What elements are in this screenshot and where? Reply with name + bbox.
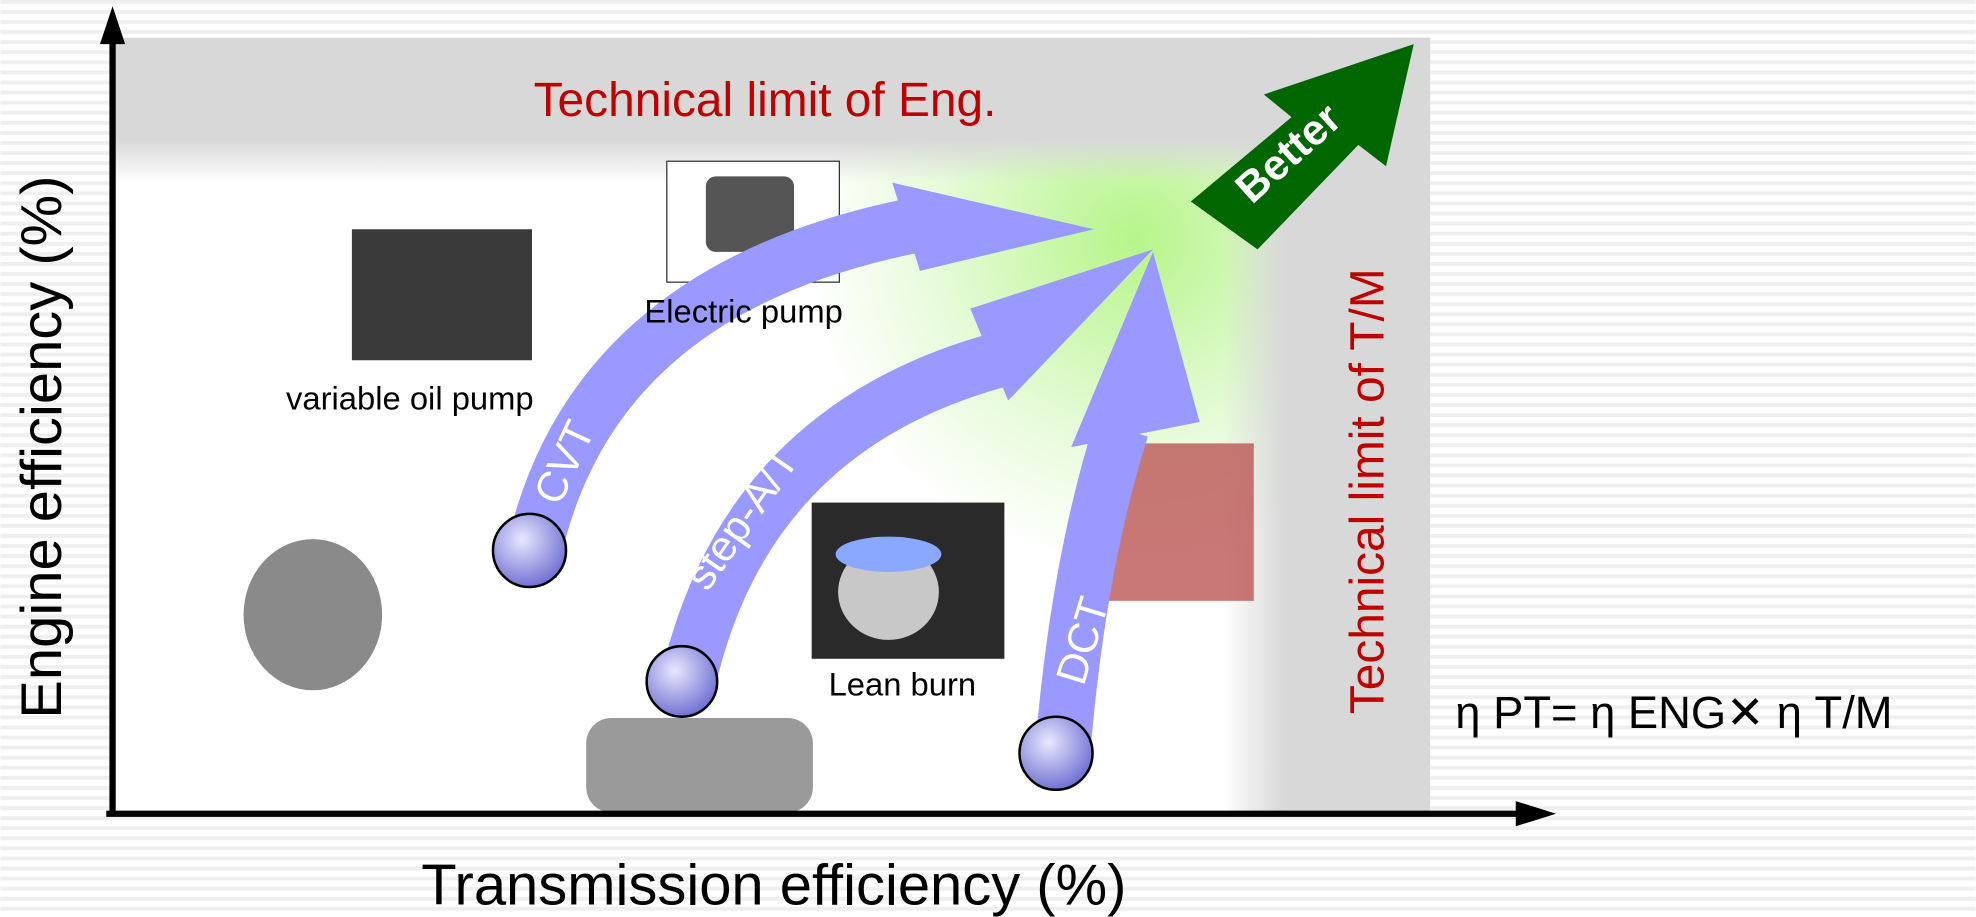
at-arrow-body [659, 332, 1010, 693]
at-arrowhead [970, 249, 1154, 401]
component-label: Electric pump [644, 292, 842, 329]
dct-start [1018, 715, 1094, 792]
arrows [502, 197, 1148, 758]
cvt-arrow-body [502, 197, 926, 579]
dct-arrow-body [1034, 419, 1148, 758]
cvt-arrowhead [892, 182, 1094, 271]
engine-limit: Technical limit of Eng. [534, 74, 997, 127]
component-label: Lean burn [829, 665, 977, 702]
x-axis-label: Transmission efficiency (%) [421, 853, 1126, 917]
cvt-start [491, 512, 568, 589]
flame [835, 536, 942, 572]
tm-limit: Technical limit of T/M [1342, 268, 1395, 714]
dct-arrowhead [1071, 251, 1200, 448]
electric-pump-shape [705, 176, 795, 252]
at-image [586, 717, 813, 813]
formula: η PT= η ENG✕ η T/M [1455, 687, 1892, 738]
at-start [645, 644, 719, 718]
engine-limit-band [113, 37, 1431, 183]
y-axis-arrow [99, 6, 126, 45]
better-arrow [1190, 44, 1414, 250]
component-label: variable oil pump [286, 379, 534, 416]
y-axis-label: Engine efficiency (%) [10, 176, 74, 719]
x-axis-arrow [1515, 801, 1557, 827]
oil-pump-image [351, 229, 533, 361]
transmission-image [243, 539, 383, 691]
